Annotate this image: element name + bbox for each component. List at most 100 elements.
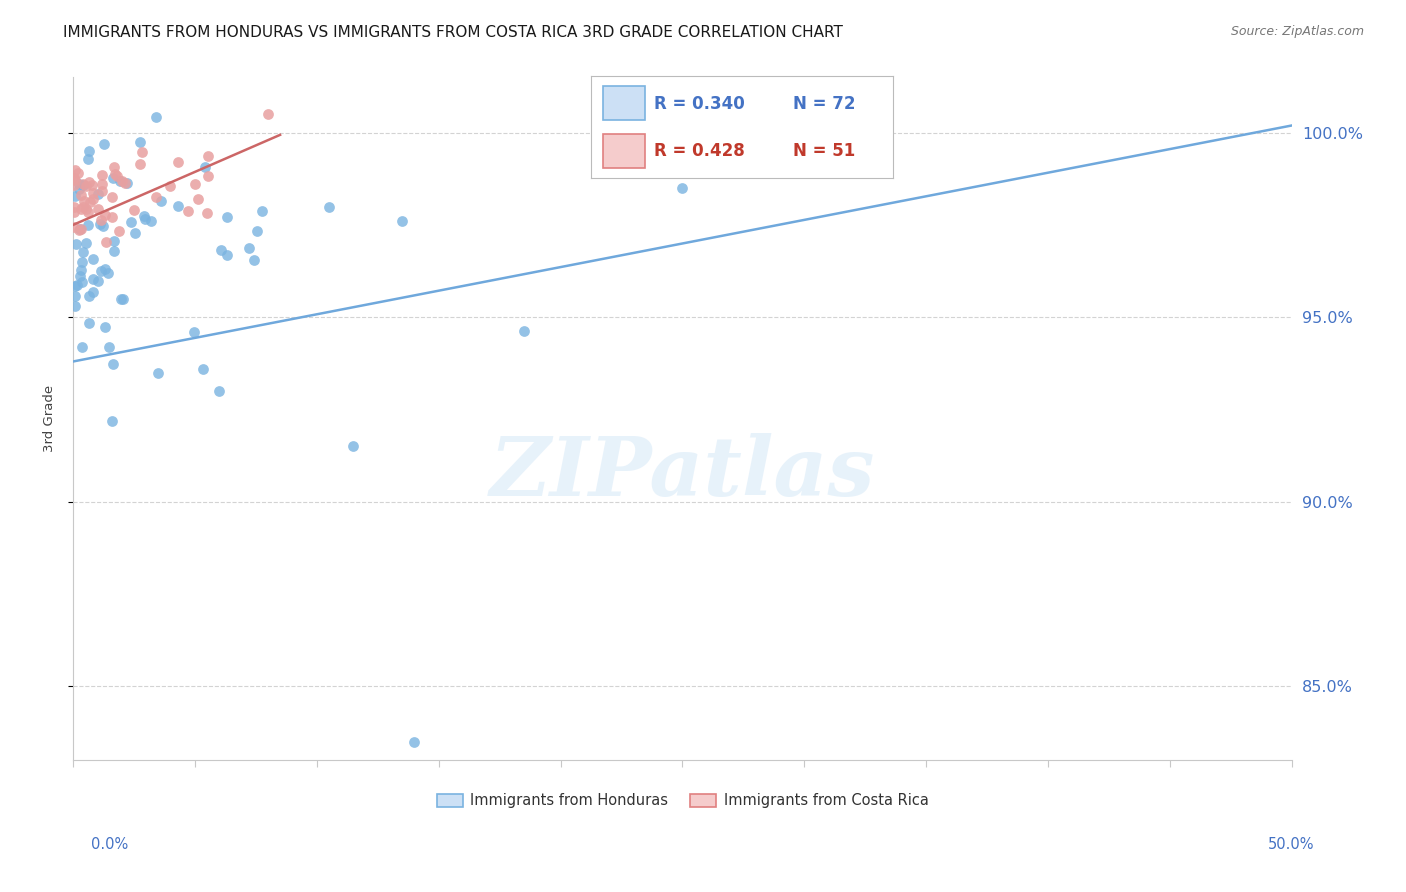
Point	[194, 160, 217, 174]
Point	[70, 263, 93, 277]
Point	[404, 734, 426, 748]
Y-axis label: 3rd Grade: 3rd Grade	[44, 385, 56, 452]
Point	[108, 224, 131, 238]
Point	[82, 272, 104, 286]
Point	[77, 152, 100, 166]
Point	[72, 178, 94, 192]
Point	[94, 235, 117, 249]
Point	[91, 168, 114, 182]
Point	[391, 214, 413, 228]
Point	[215, 248, 238, 262]
Text: N = 72: N = 72	[793, 95, 856, 112]
Point	[70, 275, 93, 289]
Point	[128, 157, 150, 171]
Point	[66, 277, 89, 292]
Point	[112, 292, 135, 306]
Point	[67, 166, 90, 180]
Point	[252, 204, 274, 219]
Point	[70, 340, 93, 354]
Point	[82, 193, 104, 207]
Point	[94, 262, 117, 277]
Point	[91, 184, 114, 198]
Point	[101, 171, 124, 186]
Text: ZIPatlas: ZIPatlas	[489, 434, 875, 513]
Point	[65, 299, 87, 313]
Point	[82, 285, 104, 299]
Point	[73, 194, 96, 208]
Point	[65, 237, 87, 252]
Point	[209, 243, 232, 257]
Point	[101, 190, 124, 204]
Point	[104, 167, 127, 181]
Point	[72, 200, 94, 214]
Point	[131, 145, 153, 160]
Point	[107, 169, 129, 183]
Point	[159, 178, 181, 193]
Point	[100, 210, 122, 224]
Point	[167, 199, 190, 213]
Point	[67, 177, 90, 191]
Point	[87, 202, 110, 216]
Text: N = 51: N = 51	[793, 142, 855, 160]
Point	[145, 189, 167, 203]
Text: R = 0.340: R = 0.340	[654, 95, 745, 112]
Point	[115, 176, 138, 190]
Point	[134, 212, 156, 227]
Point	[103, 244, 125, 259]
Point	[114, 176, 136, 190]
Point	[87, 275, 110, 289]
Point	[238, 241, 260, 255]
Point	[167, 155, 190, 169]
Point	[120, 215, 142, 229]
Point	[76, 205, 98, 219]
Point	[80, 178, 103, 192]
Point	[91, 177, 114, 191]
Point	[72, 245, 94, 260]
Point	[63, 201, 86, 215]
Point	[63, 204, 86, 219]
Point	[671, 181, 693, 195]
Point	[103, 160, 125, 174]
Point	[69, 268, 91, 283]
Point	[145, 110, 167, 124]
Text: Source: ZipAtlas.com: Source: ZipAtlas.com	[1230, 25, 1364, 38]
Point	[318, 200, 340, 214]
Point	[242, 252, 264, 267]
Point	[122, 202, 145, 217]
Point	[69, 221, 91, 235]
Point	[215, 211, 238, 225]
Point	[82, 186, 104, 201]
Bar	[603, 87, 645, 120]
Point	[63, 171, 86, 186]
Point	[77, 219, 100, 233]
Point	[65, 288, 87, 302]
Point	[257, 107, 280, 121]
Point	[150, 194, 173, 208]
Point	[63, 219, 86, 234]
Point	[75, 178, 97, 193]
Point	[94, 208, 117, 222]
Point	[146, 366, 169, 380]
Point	[98, 340, 121, 354]
Point	[70, 187, 93, 202]
Point	[342, 439, 364, 453]
Point	[79, 194, 101, 209]
Point	[70, 255, 93, 269]
Point	[65, 278, 87, 293]
Point	[82, 252, 104, 267]
Point	[208, 384, 231, 398]
Point	[134, 210, 156, 224]
Point	[197, 149, 219, 163]
Point	[246, 224, 269, 238]
Point	[793, 162, 815, 177]
Point	[63, 178, 86, 193]
Point	[94, 319, 117, 334]
Point	[177, 204, 200, 219]
Point	[141, 213, 163, 227]
Point	[91, 219, 114, 233]
Text: R = 0.428: R = 0.428	[654, 142, 745, 160]
Point	[101, 357, 124, 371]
Point	[70, 202, 93, 216]
Point	[89, 217, 111, 231]
Legend: Immigrants from Honduras, Immigrants from Costa Rica: Immigrants from Honduras, Immigrants fro…	[430, 788, 934, 814]
